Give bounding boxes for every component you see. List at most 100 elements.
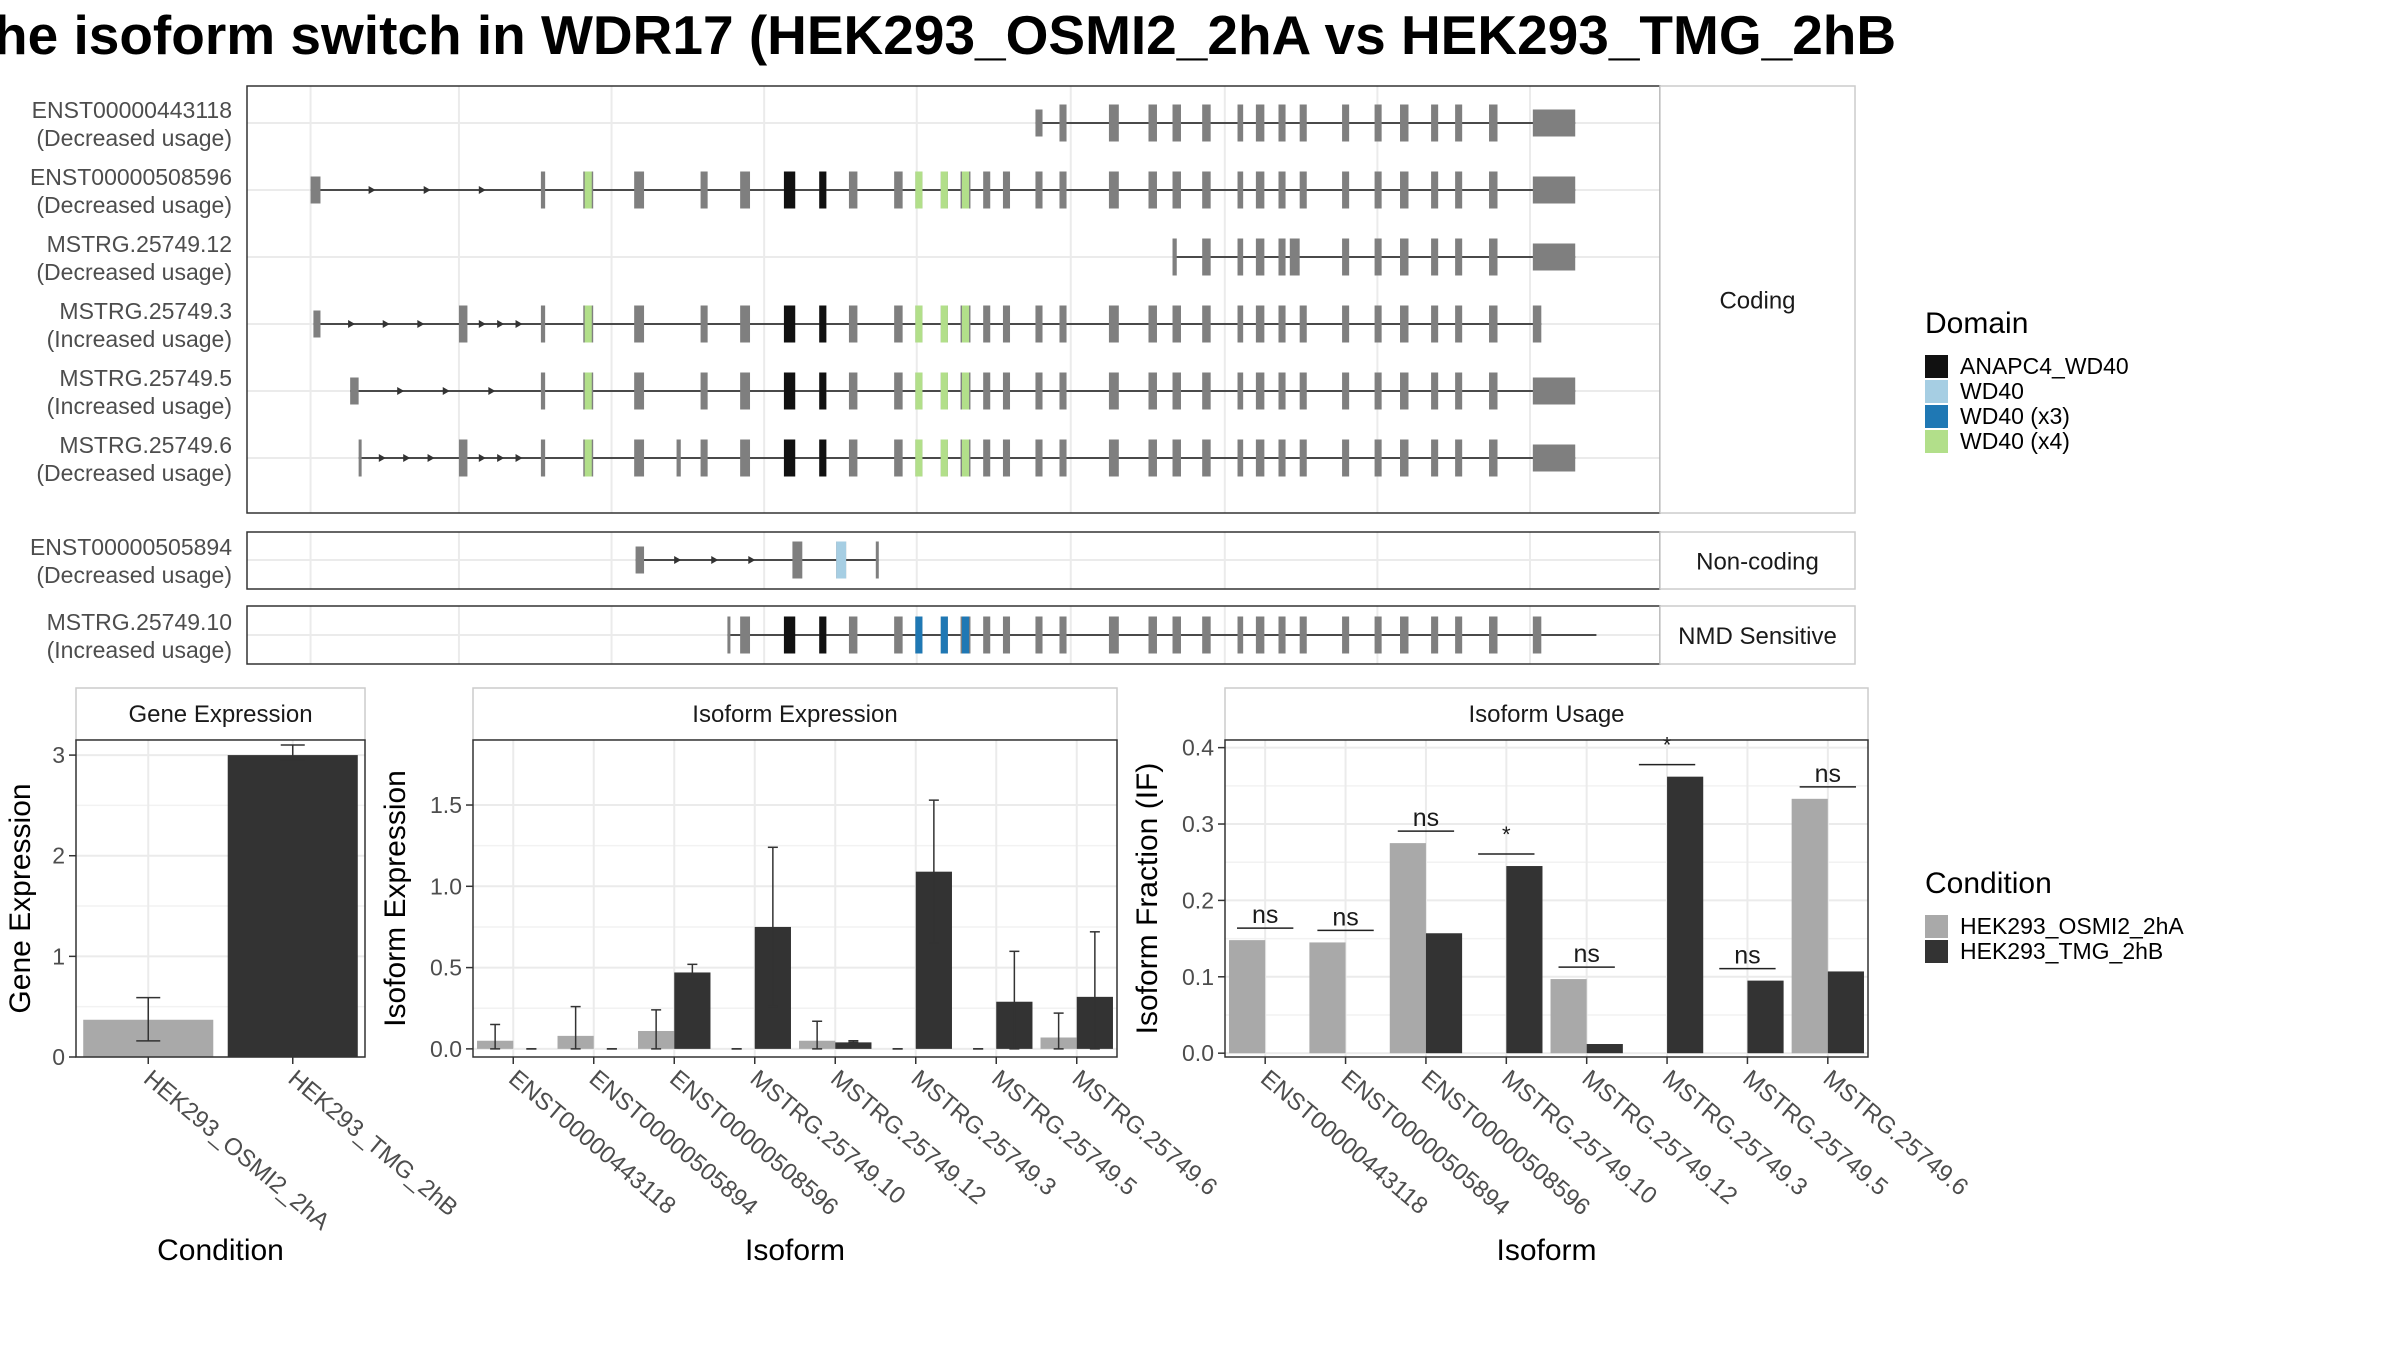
domain-segment	[783, 171, 796, 209]
exon	[458, 439, 468, 477]
figure-title: he isoform switch in WDR17 (HEK293_OSMI2…	[0, 4, 1896, 66]
bar	[227, 755, 358, 1057]
x-tick-label: MSTRG.25749.6	[1067, 1065, 1222, 1201]
exon	[1455, 372, 1463, 410]
legend-label: WD40	[1960, 378, 2024, 404]
exon	[1400, 616, 1409, 654]
exon	[1278, 616, 1286, 654]
exon	[1237, 305, 1244, 343]
exon	[540, 372, 546, 410]
exon	[1255, 104, 1265, 142]
exon	[1237, 439, 1244, 477]
y-tick-label: 0.5	[430, 955, 462, 981]
exon	[1299, 171, 1307, 209]
exon	[1202, 171, 1211, 209]
legend-swatch	[1925, 915, 1948, 938]
y-tick-label: 0.0	[1182, 1040, 1214, 1066]
exon	[894, 305, 903, 343]
transcript-id-label: ENST00000505894	[30, 534, 232, 560]
exon	[1108, 104, 1119, 142]
exon	[1455, 439, 1463, 477]
exon	[1278, 372, 1286, 410]
exon	[1202, 372, 1211, 410]
exon	[1431, 305, 1439, 343]
exon	[1059, 439, 1067, 477]
exon	[700, 439, 708, 477]
exon	[1299, 104, 1307, 142]
transcript-usage-label: (Decreased usage)	[36, 562, 232, 588]
exon	[1108, 439, 1119, 477]
exon	[1489, 238, 1498, 276]
chart-title-strip	[1224, 687, 1869, 741]
transcript-usage-label: (Increased usage)	[47, 326, 232, 352]
exon	[1172, 372, 1181, 410]
exon	[1059, 104, 1067, 142]
exon	[1400, 238, 1409, 276]
strand-arrow	[478, 186, 486, 194]
exon	[1400, 104, 1409, 142]
plot-border	[1224, 739, 1869, 1058]
strand-arrow	[417, 320, 425, 328]
legend-swatch	[1925, 380, 1948, 403]
legend-label: HEK293_TMG_2hB	[1960, 938, 2163, 964]
bar	[1550, 979, 1587, 1054]
domain-segment	[915, 616, 923, 654]
exon	[875, 541, 879, 579]
exon	[983, 372, 991, 410]
exon	[1299, 305, 1307, 343]
exon	[1255, 305, 1265, 343]
exon	[1002, 305, 1011, 343]
strand-arrow	[382, 320, 390, 328]
strand-arrow	[403, 454, 411, 462]
transcript-id-label: MSTRG.25749.3	[59, 298, 232, 324]
x-tick-label: MSTRG.25749.5	[1738, 1065, 1893, 1201]
transcript-usage-label: (Decreased usage)	[36, 125, 232, 151]
exon	[1400, 171, 1409, 209]
exon	[358, 439, 362, 477]
exon	[1035, 439, 1043, 477]
transcript-usage-label: (Decreased usage)	[36, 192, 232, 218]
x-axis-title: Isoform	[745, 1234, 845, 1267]
exon	[1059, 305, 1067, 343]
exon	[1532, 616, 1542, 654]
exon	[1455, 616, 1463, 654]
exon	[1400, 372, 1409, 410]
transcript-id-label: MSTRG.25749.5	[59, 365, 232, 391]
domain-segment	[961, 439, 970, 477]
domain-segment	[915, 171, 923, 209]
domain-segment	[915, 305, 923, 343]
exon	[1400, 305, 1409, 343]
y-axis-title: Gene Expression	[4, 783, 37, 1013]
strand-arrow	[515, 320, 523, 328]
domain-segment	[940, 171, 948, 209]
domain-segment	[819, 305, 827, 343]
exon	[1489, 104, 1498, 142]
strand-arrow	[674, 556, 682, 564]
exon	[1342, 104, 1350, 142]
exon	[1035, 372, 1043, 410]
exon	[310, 176, 321, 204]
exon	[1342, 238, 1350, 276]
exon	[1299, 439, 1307, 477]
domain-segment	[915, 372, 923, 410]
domain-segment	[584, 305, 592, 343]
y-tick-label: 0	[52, 1044, 65, 1070]
exon	[1002, 372, 1011, 410]
exon	[1108, 171, 1119, 209]
domain-segment	[940, 616, 948, 654]
exon	[313, 310, 321, 338]
chart-title: Isoform Expression	[692, 701, 897, 728]
panel-strip	[1659, 85, 1856, 514]
exon	[894, 372, 903, 410]
significance-label: ns	[1734, 942, 1760, 970]
domain-segment	[940, 372, 948, 410]
domain-segment	[819, 439, 827, 477]
strand-arrow	[442, 387, 450, 395]
exon	[1299, 372, 1307, 410]
domain-segment	[961, 372, 970, 410]
x-tick-label: MSTRG.25749.6	[1818, 1065, 1973, 1201]
exon	[848, 439, 858, 477]
domain-segment	[584, 372, 592, 410]
